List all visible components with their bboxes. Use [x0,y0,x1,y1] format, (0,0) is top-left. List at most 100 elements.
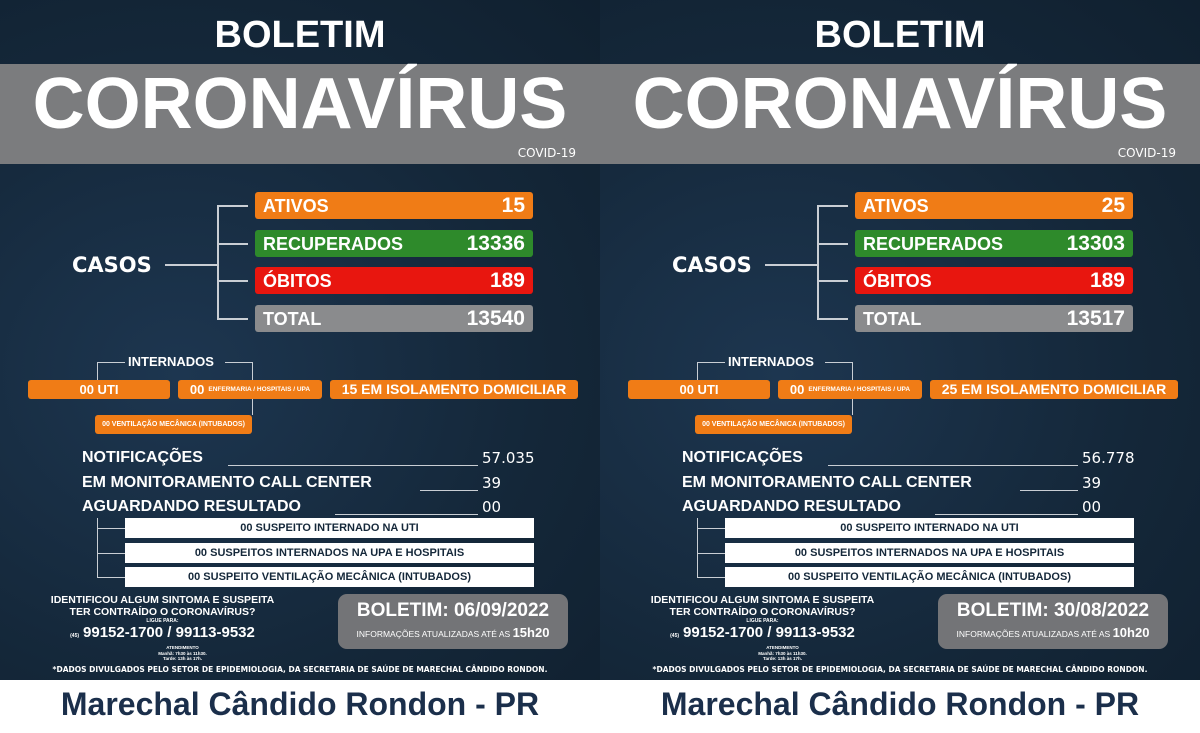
enfermaria-box: 00 ENFERMARIA / HOSPITAIS / UPA [778,380,922,399]
enfermaria-label: ENFERMARIA / HOSPITAIS / UPA [208,386,311,393]
case-label: TOTAL [263,308,322,329]
ventilacao-box: 00 VENTILAÇÃO MECÂNICA (INTUBADOS) [695,415,852,434]
case-bar-0: ATIVOS 15 [255,192,533,219]
bracket-line [817,205,819,320]
stat-label: NOTIFICAÇÕES [682,449,803,466]
suspect-box: 00 SUSPEITO VENTILAÇÃO MECÂNICA (INTUBAD… [725,567,1134,587]
boletim-date: BOLETIM: 30/08/2022 [956,600,1150,621]
bracket-tick [818,205,848,207]
atendimento-manha: Manhã: 7h30 às 11h30. [158,650,207,656]
boletim-date-box: BOLETIM: 30/08/2022 INFORMAÇÕES ATUALIZA… [938,594,1168,649]
bracket-tick [697,577,725,578]
internados-label: INTERNADOS [728,354,814,369]
bracket-line [97,362,125,363]
subtitle: COVID-19 [1117,146,1176,160]
isolamento-text: 25 EM ISOLAMENTO DOMICILIAR [941,381,1167,397]
enfermaria-count: 00 [789,382,805,397]
boletim-heading: BOLETIM [214,14,386,56]
case-bar-0: ATIVOS 25 [855,192,1133,219]
bracket-line [697,362,698,380]
stat-leader-line [228,465,478,466]
stat-leader-line [828,465,1078,466]
update-label: INFORMAÇÕES ATUALIZADAS ATÉ AS [356,629,511,639]
uti-box: 00 UTI [628,380,770,399]
suspect-box: 00 SUSPEITOS INTERNADOS NA UPA E HOSPITA… [725,543,1134,563]
case-value: 13336 [466,231,525,255]
update-time: 10h20 [1112,625,1150,640]
case-value: 189 [489,268,525,292]
bracket-tick [697,553,725,554]
enfermaria-label: ENFERMARIA / HOSPITAIS / UPA [808,386,911,393]
contact-line2: TER CONTRAÍDO O CORONAVÍRUS? [669,606,856,618]
bracket-tick [218,243,248,245]
case-bar-3: TOTAL 13517 [855,305,1133,332]
ddd: (45) [670,633,680,639]
bracket-line [225,362,253,363]
bracket-line [97,518,98,578]
stat-label: EM MONITORAMENTO CALL CENTER [82,474,372,491]
bracket-line [217,205,219,320]
contact-block: IDENTIFICOU ALGUM SINTOMA E SUSPEITA TER… [20,594,305,662]
update-label: INFORMAÇÕES ATUALIZADAS ATÉ AS [956,629,1111,639]
phone-row: (45) 99152-1700 / 99113-9532 [670,624,855,645]
isolamento-box: 15 EM ISOLAMENTO DOMICILIAR [330,380,578,399]
stat-label: EM MONITORAMENTO CALL CENTER [682,474,972,491]
page-title: CORONAVÍRUS [632,64,1168,144]
suspect-box: 00 SUSPEITO INTERNADO NA UTI [125,518,534,538]
enfermaria-count: 00 [189,382,205,397]
stat-leader-line [935,514,1078,515]
update-info: INFORMAÇÕES ATUALIZADAS ATÉ AS 15h20 [338,625,568,642]
bracket-tick [97,528,125,529]
stat-value: 00 [482,498,502,516]
contact-line1: IDENTIFICOU ALGUM SINTOMA E SUSPEITA [50,594,275,606]
stat-label: NOTIFICAÇÕES [82,449,203,466]
bulletin-panel-1: BOLETIM CORONAVÍRUS COVID-19 CASOS ATIVO… [600,0,1200,733]
case-value: 25 [1101,193,1125,217]
contact-line1: IDENTIFICOU ALGUM SINTOMA E SUSPEITA [650,594,875,606]
ligue-label: LIGUE PARA: [746,618,779,624]
stat-value: 39 [1082,474,1102,492]
city-name: Marechal Cândido Rondon - PR [660,686,1140,722]
casos-label: CASOS [72,253,152,277]
bulletin-panel-0: BOLETIM CORONAVÍRUS COVID-19 CASOS ATIVO… [0,0,600,722]
stat-label: AGUARDANDO RESULTADO [682,498,901,515]
bracket-tick [818,318,848,320]
title-band [600,64,1200,164]
update-info: INFORMAÇÕES ATUALIZADAS ATÉ AS 10h20 [938,625,1168,642]
stat-leader-line [1020,490,1078,491]
enfermaria-box: 00 ENFERMARIA / HOSPITAIS / UPA [178,380,322,399]
city-name: Marechal Cândido Rondon - PR [60,686,540,722]
bracket-tick [818,280,848,282]
bracket-tick [97,553,125,554]
case-label: RECUPERADOS [863,233,1004,254]
suspect-box: 00 SUSPEITO INTERNADO NA UTI [725,518,1134,538]
boletim-date: BOLETIM: 06/09/2022 [356,600,550,621]
bracket-tick [218,205,248,207]
suspect-box: 00 SUSPEITOS INTERNADOS NA UPA E HOSPITA… [125,543,534,563]
case-value: 13303 [1066,231,1125,255]
atendimento-tarde: Tarde: 13h às 17h. [763,656,802,661]
ventilacao-text: 00 VENTILAÇÃO MECÂNICA (INTUBADOS) [102,421,245,428]
stat-leader-line [335,514,478,515]
case-bar-2: ÓBITOS 189 [855,267,1133,294]
ventilacao-text: 00 VENTILAÇÃO MECÂNICA (INTUBADOS) [702,421,845,428]
case-bar-2: ÓBITOS 189 [255,267,533,294]
suspect-box: 00 SUSPEITO VENTILAÇÃO MECÂNICA (INTUBAD… [125,567,534,587]
case-value: 15 [501,193,525,217]
source-note: *DADOS DIVULGADOS PELO SETOR DE EPIDEMIO… [652,665,1148,674]
case-value: 189 [1089,268,1125,292]
stat-value: 57.035 [482,449,535,467]
source-note: *DADOS DIVULGADOS PELO SETOR DE EPIDEMIO… [52,665,548,674]
case-bar-1: RECUPERADOS 13303 [855,230,1133,257]
case-label: ATIVOS [263,195,329,216]
boletim-date-box: BOLETIM: 06/09/2022 INFORMAÇÕES ATUALIZA… [338,594,568,649]
case-label: RECUPERADOS [263,233,404,254]
uti-box: 00 UTI [28,380,170,399]
phone-numbers[interactable]: 99152-1700 / 99113-9532 [683,624,855,641]
case-bar-1: RECUPERADOS 13336 [255,230,533,257]
bracket-line [165,264,218,266]
atendimento-label: ATENDIMENTO [166,645,199,650]
uti-text: 00 UTI [679,382,719,397]
phone-numbers[interactable]: 99152-1700 / 99113-9532 [83,624,255,641]
bracket-line [697,362,725,363]
